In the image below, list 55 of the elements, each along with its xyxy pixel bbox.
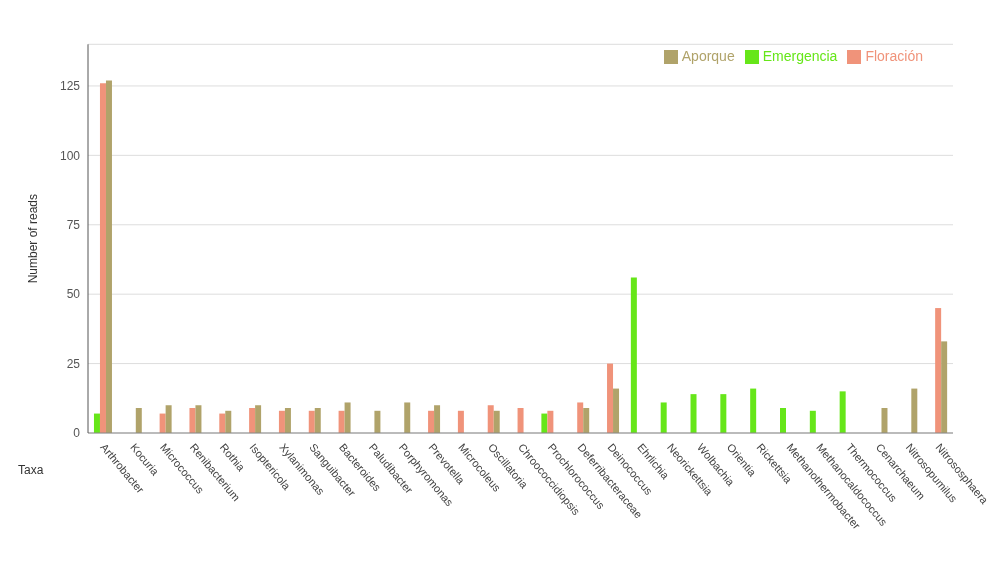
bar [338, 410, 345, 433]
bar [99, 83, 106, 433]
bar [660, 402, 667, 433]
bar [780, 408, 786, 433]
bar [911, 388, 918, 433]
y-tick-label: 125 [59, 79, 81, 94]
bar [195, 405, 202, 433]
bar [630, 277, 637, 433]
legend-label: Aporque [681, 48, 735, 64]
bar [613, 388, 620, 433]
bar [577, 402, 584, 433]
legend-label: Emergencia [762, 48, 838, 64]
bar [750, 388, 757, 433]
bar [278, 410, 285, 433]
y-axis-title: Number of reads [26, 193, 41, 284]
y-tick-label: 50 [66, 287, 81, 302]
bar [284, 408, 291, 433]
bar [404, 402, 411, 433]
bar [308, 410, 315, 433]
bar [541, 413, 548, 433]
bar [219, 413, 226, 433]
y-tick-label: 100 [59, 148, 81, 163]
bar [255, 405, 262, 433]
bar [314, 408, 321, 433]
bar [720, 394, 727, 433]
bar [487, 405, 494, 433]
y-tick-label: 75 [66, 218, 81, 233]
x-axis-title: Taxa [18, 463, 44, 477]
bar [457, 410, 464, 433]
bar [225, 410, 232, 433]
bar [809, 410, 816, 433]
bar [583, 408, 590, 433]
bar [159, 413, 166, 433]
bar [881, 408, 888, 433]
y-tick-label: 0 [73, 426, 81, 441]
bar [517, 408, 524, 433]
bar [607, 363, 614, 433]
bar [135, 408, 142, 433]
bar [374, 410, 381, 433]
bar [493, 410, 500, 433]
bar [165, 405, 172, 433]
legend-label: Floración [865, 48, 923, 64]
bar [690, 394, 697, 433]
bar [434, 405, 441, 433]
bar [344, 402, 351, 433]
y-tick-label: 25 [66, 356, 81, 371]
bar [547, 410, 554, 433]
bar [93, 413, 100, 433]
bar [249, 408, 256, 433]
bar [941, 341, 948, 433]
bar [105, 80, 112, 433]
bar [935, 308, 942, 433]
bar [839, 391, 846, 433]
bar [428, 410, 435, 433]
bar [189, 408, 196, 433]
